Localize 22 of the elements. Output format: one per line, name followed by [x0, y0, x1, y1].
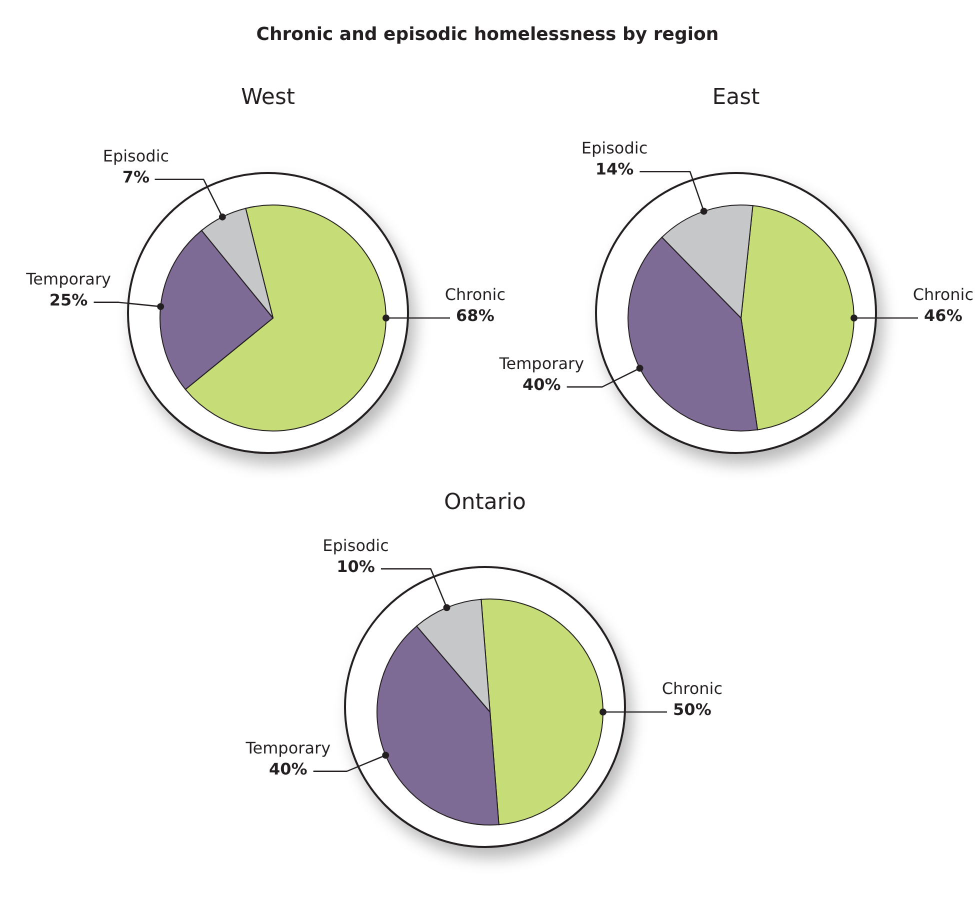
slice-label: Temporary — [244, 738, 331, 758]
data-label: 46% — [924, 306, 962, 325]
slice-label: Temporary — [498, 354, 584, 373]
data-label: 25% — [49, 290, 88, 310]
slice-label: Chronic — [912, 285, 974, 304]
data-label: 10% — [336, 556, 375, 576]
data-label: 40% — [522, 374, 561, 394]
data-label: 50% — [673, 700, 712, 719]
text: Chronic and episodic homelessness by region — [255, 23, 720, 47]
slice-label: Temporary — [25, 269, 111, 288]
slice-label: Episodic — [102, 146, 170, 166]
chart-title: West — [240, 85, 296, 111]
data-label: 40% — [268, 759, 308, 778]
data-label: 68% — [456, 306, 494, 325]
chart-title: East — [711, 85, 761, 111]
slice-label: Episodic — [322, 536, 389, 555]
slice-label: Chronic — [662, 679, 723, 698]
slice-label: Chronic — [444, 285, 506, 304]
data-label: 7% — [122, 167, 150, 186]
data-label: 14% — [595, 160, 634, 179]
slice-label: Episodic — [581, 138, 648, 158]
chart-title: Ontario — [443, 490, 527, 516]
